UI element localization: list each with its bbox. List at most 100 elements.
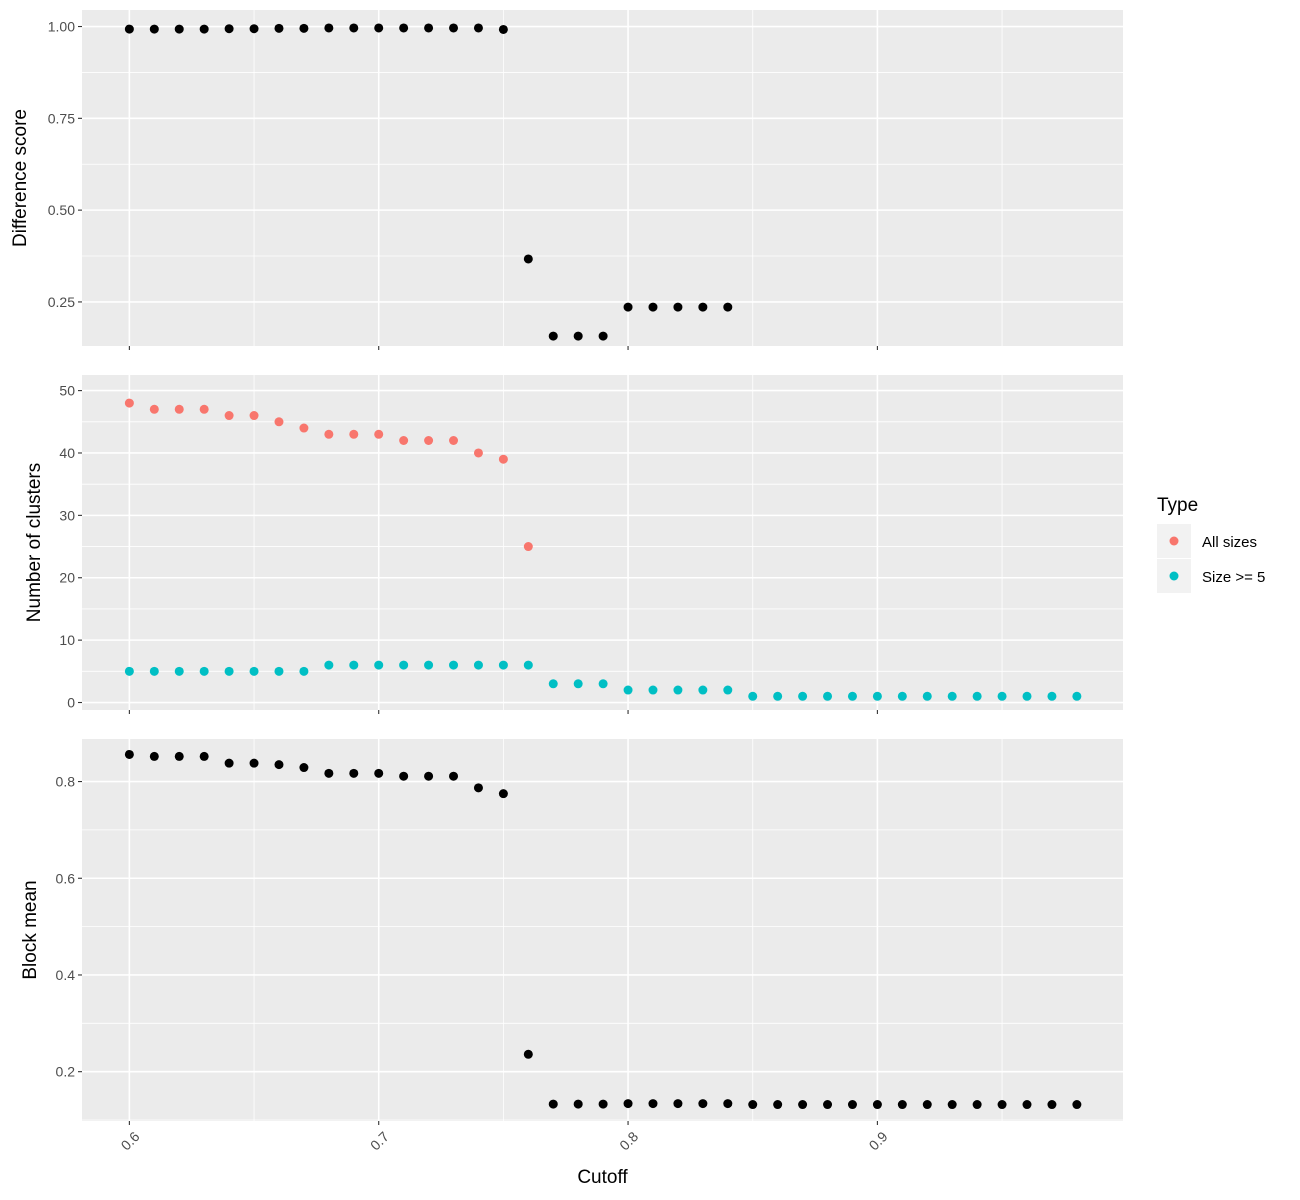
data-point (324, 768, 334, 778)
series-1 (124, 398, 533, 552)
data-point (673, 1099, 683, 1109)
y-axis-title: Difference score (10, 109, 31, 247)
data-point (598, 1099, 608, 1109)
data-point (149, 666, 159, 676)
data-point (199, 24, 209, 34)
data-point (798, 1100, 808, 1110)
data-point (673, 302, 683, 312)
data-point (473, 23, 483, 33)
data-point (573, 331, 583, 341)
data-point (399, 436, 409, 446)
y-tick-label: 0.2 (56, 1064, 76, 1080)
data-point (424, 23, 434, 33)
data-point (349, 660, 359, 670)
data-point (498, 24, 508, 34)
data-point (773, 1100, 783, 1110)
data-point (648, 302, 658, 312)
data-point (922, 691, 932, 701)
data-point (872, 691, 882, 701)
x-tick-label: 0.7 (367, 1128, 392, 1153)
data-point (872, 1100, 882, 1110)
data-point (573, 679, 583, 689)
data-point (324, 23, 334, 33)
data-point (1047, 1100, 1057, 1110)
data-point (473, 783, 483, 793)
data-point (449, 436, 459, 446)
data-point (124, 24, 134, 34)
data-point (324, 660, 334, 670)
y-tick-label: 0.6 (56, 870, 76, 886)
data-point (947, 1100, 957, 1110)
data-point (723, 302, 733, 312)
data-point (498, 789, 508, 799)
data-point (1022, 691, 1032, 701)
y-axis-title: Number of clusters (24, 463, 45, 622)
series-1 (124, 23, 733, 341)
data-point (773, 691, 783, 701)
y-tick-label: 20 (59, 570, 75, 586)
y-tick-label: 0 (67, 695, 75, 711)
data-point (299, 23, 309, 33)
data-point (748, 1100, 758, 1110)
data-point (748, 691, 758, 701)
legend-key-all-sizes (1169, 536, 1179, 546)
data-point (349, 768, 359, 778)
data-point (972, 691, 982, 701)
data-point (424, 436, 434, 446)
data-point (449, 660, 459, 670)
panel-1: 0.25 0.50 0.75 1.00 Difference score (10, 10, 1123, 350)
data-point (124, 666, 134, 676)
data-point (449, 23, 459, 33)
x-axis-title: Cutoff (577, 1167, 628, 1188)
y-tick-label: 1.00 (48, 19, 75, 35)
data-point (598, 331, 608, 341)
data-point (124, 749, 134, 759)
data-point (698, 1099, 708, 1109)
data-point (249, 758, 259, 768)
data-point (648, 1099, 658, 1109)
data-point (1072, 1100, 1082, 1110)
data-point (997, 1100, 1007, 1110)
data-point (1072, 691, 1082, 701)
data-point (723, 1099, 733, 1109)
data-point (149, 751, 159, 761)
data-point (823, 691, 833, 701)
data-point (124, 398, 134, 408)
data-point (274, 417, 284, 427)
data-point (648, 685, 658, 695)
y-axis-title: Block mean (20, 880, 41, 979)
data-point (299, 666, 309, 676)
data-point (424, 771, 434, 781)
data-point (498, 660, 508, 670)
y-tick-label: 0.8 (56, 774, 76, 790)
data-point (374, 768, 384, 778)
data-point (473, 448, 483, 458)
data-point (847, 691, 857, 701)
data-point (947, 691, 957, 701)
y-tick-label: 0.50 (48, 202, 75, 218)
data-point (623, 302, 633, 312)
y-tick-label: 0.4 (56, 967, 76, 983)
data-point (224, 24, 234, 34)
y-tick-label: 40 (59, 445, 75, 461)
data-point (897, 1100, 907, 1110)
data-point (224, 758, 234, 768)
data-point (249, 666, 259, 676)
plot-panels: 0.25 0.50 0.75 1.00 Difference score 0 10 20 30 4… (10, 10, 1123, 1188)
x-tick-label: 0.9 (866, 1128, 891, 1153)
data-point (349, 429, 359, 439)
data-point (897, 691, 907, 701)
legend-key-size-5 (1169, 571, 1179, 581)
series-1 (124, 749, 1082, 1110)
data-point (174, 404, 184, 414)
data-point (149, 24, 159, 34)
data-point (548, 331, 558, 341)
panel-3: 0.2 0.4 0.6 0.8 0.6 0.7 0.8 0.9 Block mean Cutoff (20, 739, 1123, 1188)
legend: Type All sizes Size >= 5 (1157, 495, 1265, 593)
data-point (972, 1100, 982, 1110)
x-tick-label: 0.6 (118, 1128, 143, 1153)
data-point (548, 679, 558, 689)
data-point (199, 751, 209, 761)
y-tick-label: 10 (59, 632, 75, 648)
data-point (523, 1049, 533, 1059)
